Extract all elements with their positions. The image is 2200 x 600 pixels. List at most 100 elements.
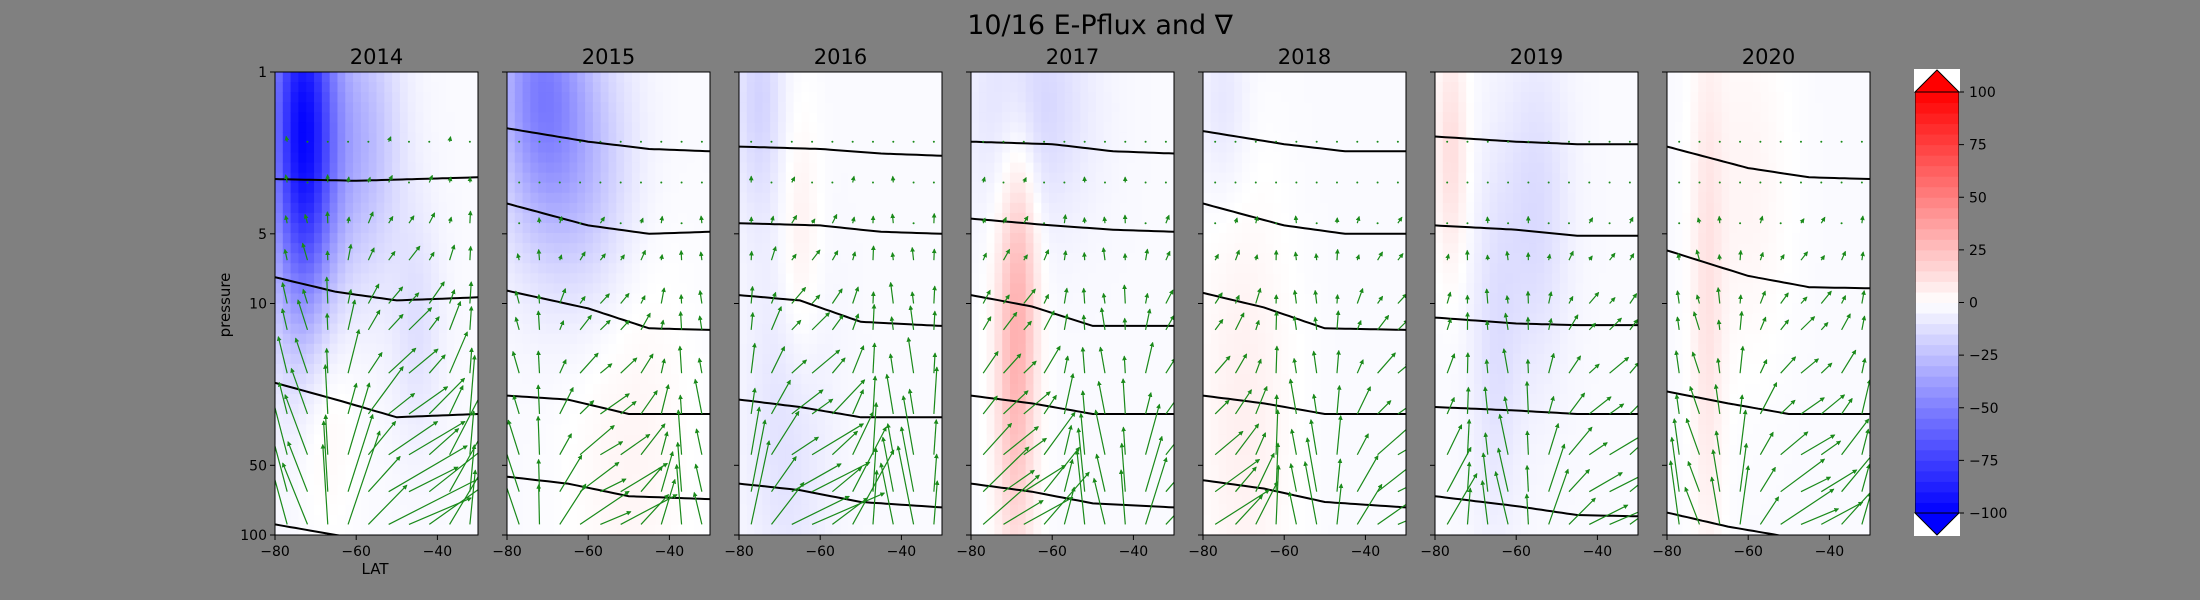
field-cell	[384, 202, 393, 214]
field-cell	[746, 434, 756, 446]
field-cell	[569, 152, 578, 164]
flux-arrow	[302, 288, 309, 304]
field-cell	[608, 102, 617, 113]
field-cell	[1095, 202, 1105, 214]
field-cell	[809, 514, 818, 526]
field-cell	[863, 514, 873, 526]
field-cell	[1041, 132, 1050, 144]
field-cell	[530, 212, 539, 224]
flux-arrow	[852, 313, 860, 331]
field-cell	[1127, 152, 1136, 164]
field-cell	[686, 162, 695, 174]
field-cell	[438, 343, 448, 355]
field-cell	[282, 82, 292, 93]
field-cell	[978, 92, 988, 103]
field-cell	[1056, 454, 1066, 466]
field-cell	[1134, 363, 1144, 375]
field-cell	[887, 243, 896, 254]
field-cell	[809, 444, 818, 456]
field-cell	[631, 202, 641, 214]
field-cell	[592, 323, 602, 335]
field-cell	[686, 142, 695, 154]
field-cell	[431, 243, 440, 254]
field-cell	[754, 343, 764, 355]
field-cell	[762, 474, 771, 486]
field-cell	[934, 303, 942, 315]
field-cell	[1002, 313, 1011, 325]
field-cell	[407, 474, 417, 486]
field-cell	[438, 152, 448, 164]
flux-arrow	[516, 253, 521, 261]
field-cell	[863, 112, 873, 123]
field-cell	[639, 112, 649, 123]
field-cell	[971, 373, 980, 385]
field-cell	[1033, 152, 1042, 164]
field-cell	[871, 454, 881, 466]
field-cell	[1134, 323, 1144, 335]
field-cell	[770, 82, 779, 93]
field-cell	[514, 112, 524, 123]
field-cell	[678, 222, 688, 234]
field-cell	[871, 112, 881, 123]
field-cell	[345, 323, 354, 335]
field-cell	[994, 404, 1003, 415]
field-cell	[639, 343, 649, 355]
flux-arrow	[324, 276, 330, 304]
field-cell	[360, 283, 370, 295]
field-cell	[423, 484, 432, 496]
field-cell	[694, 343, 703, 355]
field-cell	[934, 323, 942, 335]
field-cell	[824, 323, 834, 335]
field-cell	[1080, 454, 1089, 466]
field-cell	[1017, 132, 1027, 144]
field-cell	[522, 102, 532, 113]
field-cell	[1072, 243, 1081, 254]
field-cell	[1056, 373, 1066, 385]
field-cell	[624, 363, 633, 375]
field-cell	[1111, 474, 1120, 486]
field-cell	[1095, 82, 1105, 93]
field-cell	[368, 283, 378, 295]
field-cell	[423, 394, 432, 405]
field-cell	[415, 162, 424, 174]
field-cell	[848, 182, 857, 194]
field-cell	[522, 222, 532, 234]
field-cell	[910, 474, 920, 486]
field-cell	[824, 343, 834, 355]
field-cell	[415, 373, 424, 385]
flux-arrow	[694, 428, 703, 455]
field-cell	[971, 323, 980, 335]
flux-arrow	[507, 486, 520, 525]
field-cell	[507, 303, 516, 315]
field-cell	[1049, 172, 1058, 184]
field-cell	[817, 313, 826, 325]
field-cell	[926, 384, 935, 395]
field-cell	[446, 72, 456, 83]
flux-arrow	[323, 363, 329, 414]
field-cell	[754, 474, 764, 486]
field-cell	[507, 253, 516, 264]
field-cell	[306, 92, 315, 103]
field-cell	[1119, 222, 1128, 234]
field-cell	[895, 474, 904, 486]
field-cell	[616, 202, 625, 214]
field-cell	[1025, 253, 1035, 264]
field-cell	[360, 102, 370, 113]
field-cell	[778, 253, 787, 264]
flux-arrow	[449, 331, 468, 374]
field-cell	[1056, 222, 1066, 234]
field-cell	[754, 514, 764, 526]
contour-line-2	[275, 276, 478, 302]
field-cell	[1064, 152, 1074, 164]
field-cell	[530, 424, 539, 435]
field-cell	[298, 504, 307, 516]
field-cell	[392, 404, 401, 415]
field-cell	[910, 283, 920, 295]
field-cell	[275, 343, 284, 355]
flux-arrow	[514, 316, 520, 331]
field-cell	[879, 323, 888, 335]
field-cell	[616, 323, 625, 335]
field-cell	[639, 384, 649, 395]
field-cell	[754, 112, 764, 123]
field-cell	[1134, 444, 1144, 456]
